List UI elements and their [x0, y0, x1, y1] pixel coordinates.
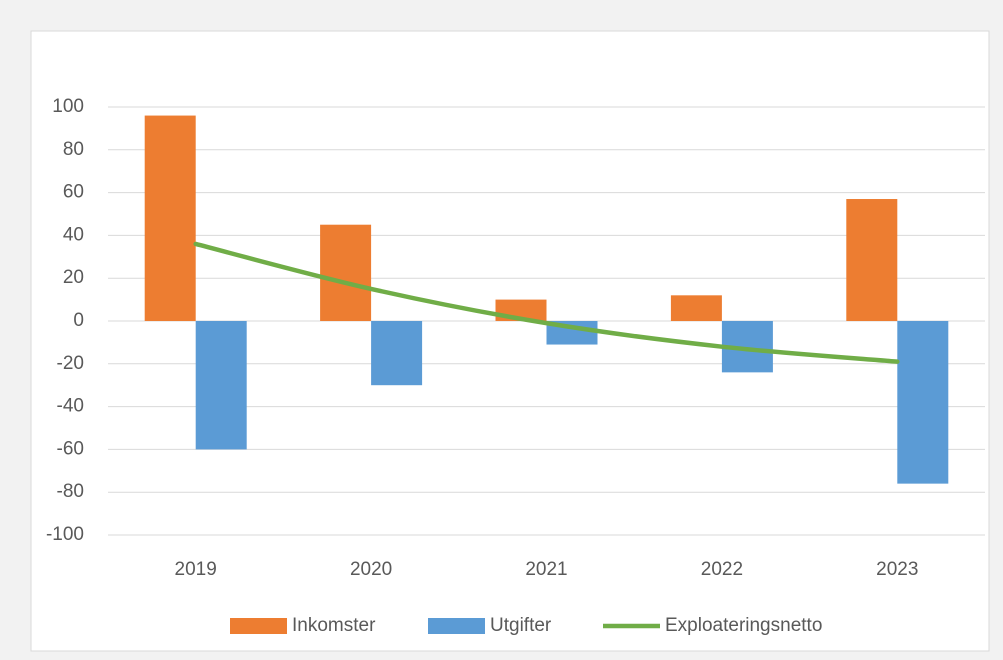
y-tick-label: 20	[63, 267, 84, 288]
x-tick-label: 2022	[701, 559, 743, 580]
bar	[371, 321, 423, 386]
legend-label: Utgifter	[490, 615, 552, 636]
y-tick-label: -40	[57, 396, 84, 417]
x-tick-label: 2023	[876, 559, 918, 580]
y-tick-label: -80	[57, 481, 84, 502]
legend-swatch	[428, 618, 485, 634]
x-tick-label: 2020	[350, 559, 392, 580]
y-tick-label: 40	[63, 224, 84, 245]
bar	[195, 321, 247, 450]
y-tick-label: -60	[57, 438, 84, 459]
bar	[144, 115, 196, 321]
bar	[846, 199, 898, 321]
bar	[320, 224, 372, 321]
x-tick-label: 2019	[175, 559, 217, 580]
y-tick-label: 0	[73, 310, 84, 331]
line	[193, 241, 900, 364]
x-tick-label: 2021	[525, 559, 567, 580]
bar	[897, 321, 949, 484]
legend-swatch	[230, 618, 287, 634]
y-tick-label: 80	[63, 139, 84, 160]
y-tick-label: 100	[52, 96, 84, 117]
legend-label: Inkomster	[292, 615, 376, 636]
bar	[670, 295, 722, 321]
y-tick-label: -100	[46, 524, 84, 545]
y-tick-label: -20	[57, 353, 84, 374]
legend-label: Exploateringsnetto	[665, 615, 822, 636]
y-tick-label: 60	[63, 182, 84, 203]
